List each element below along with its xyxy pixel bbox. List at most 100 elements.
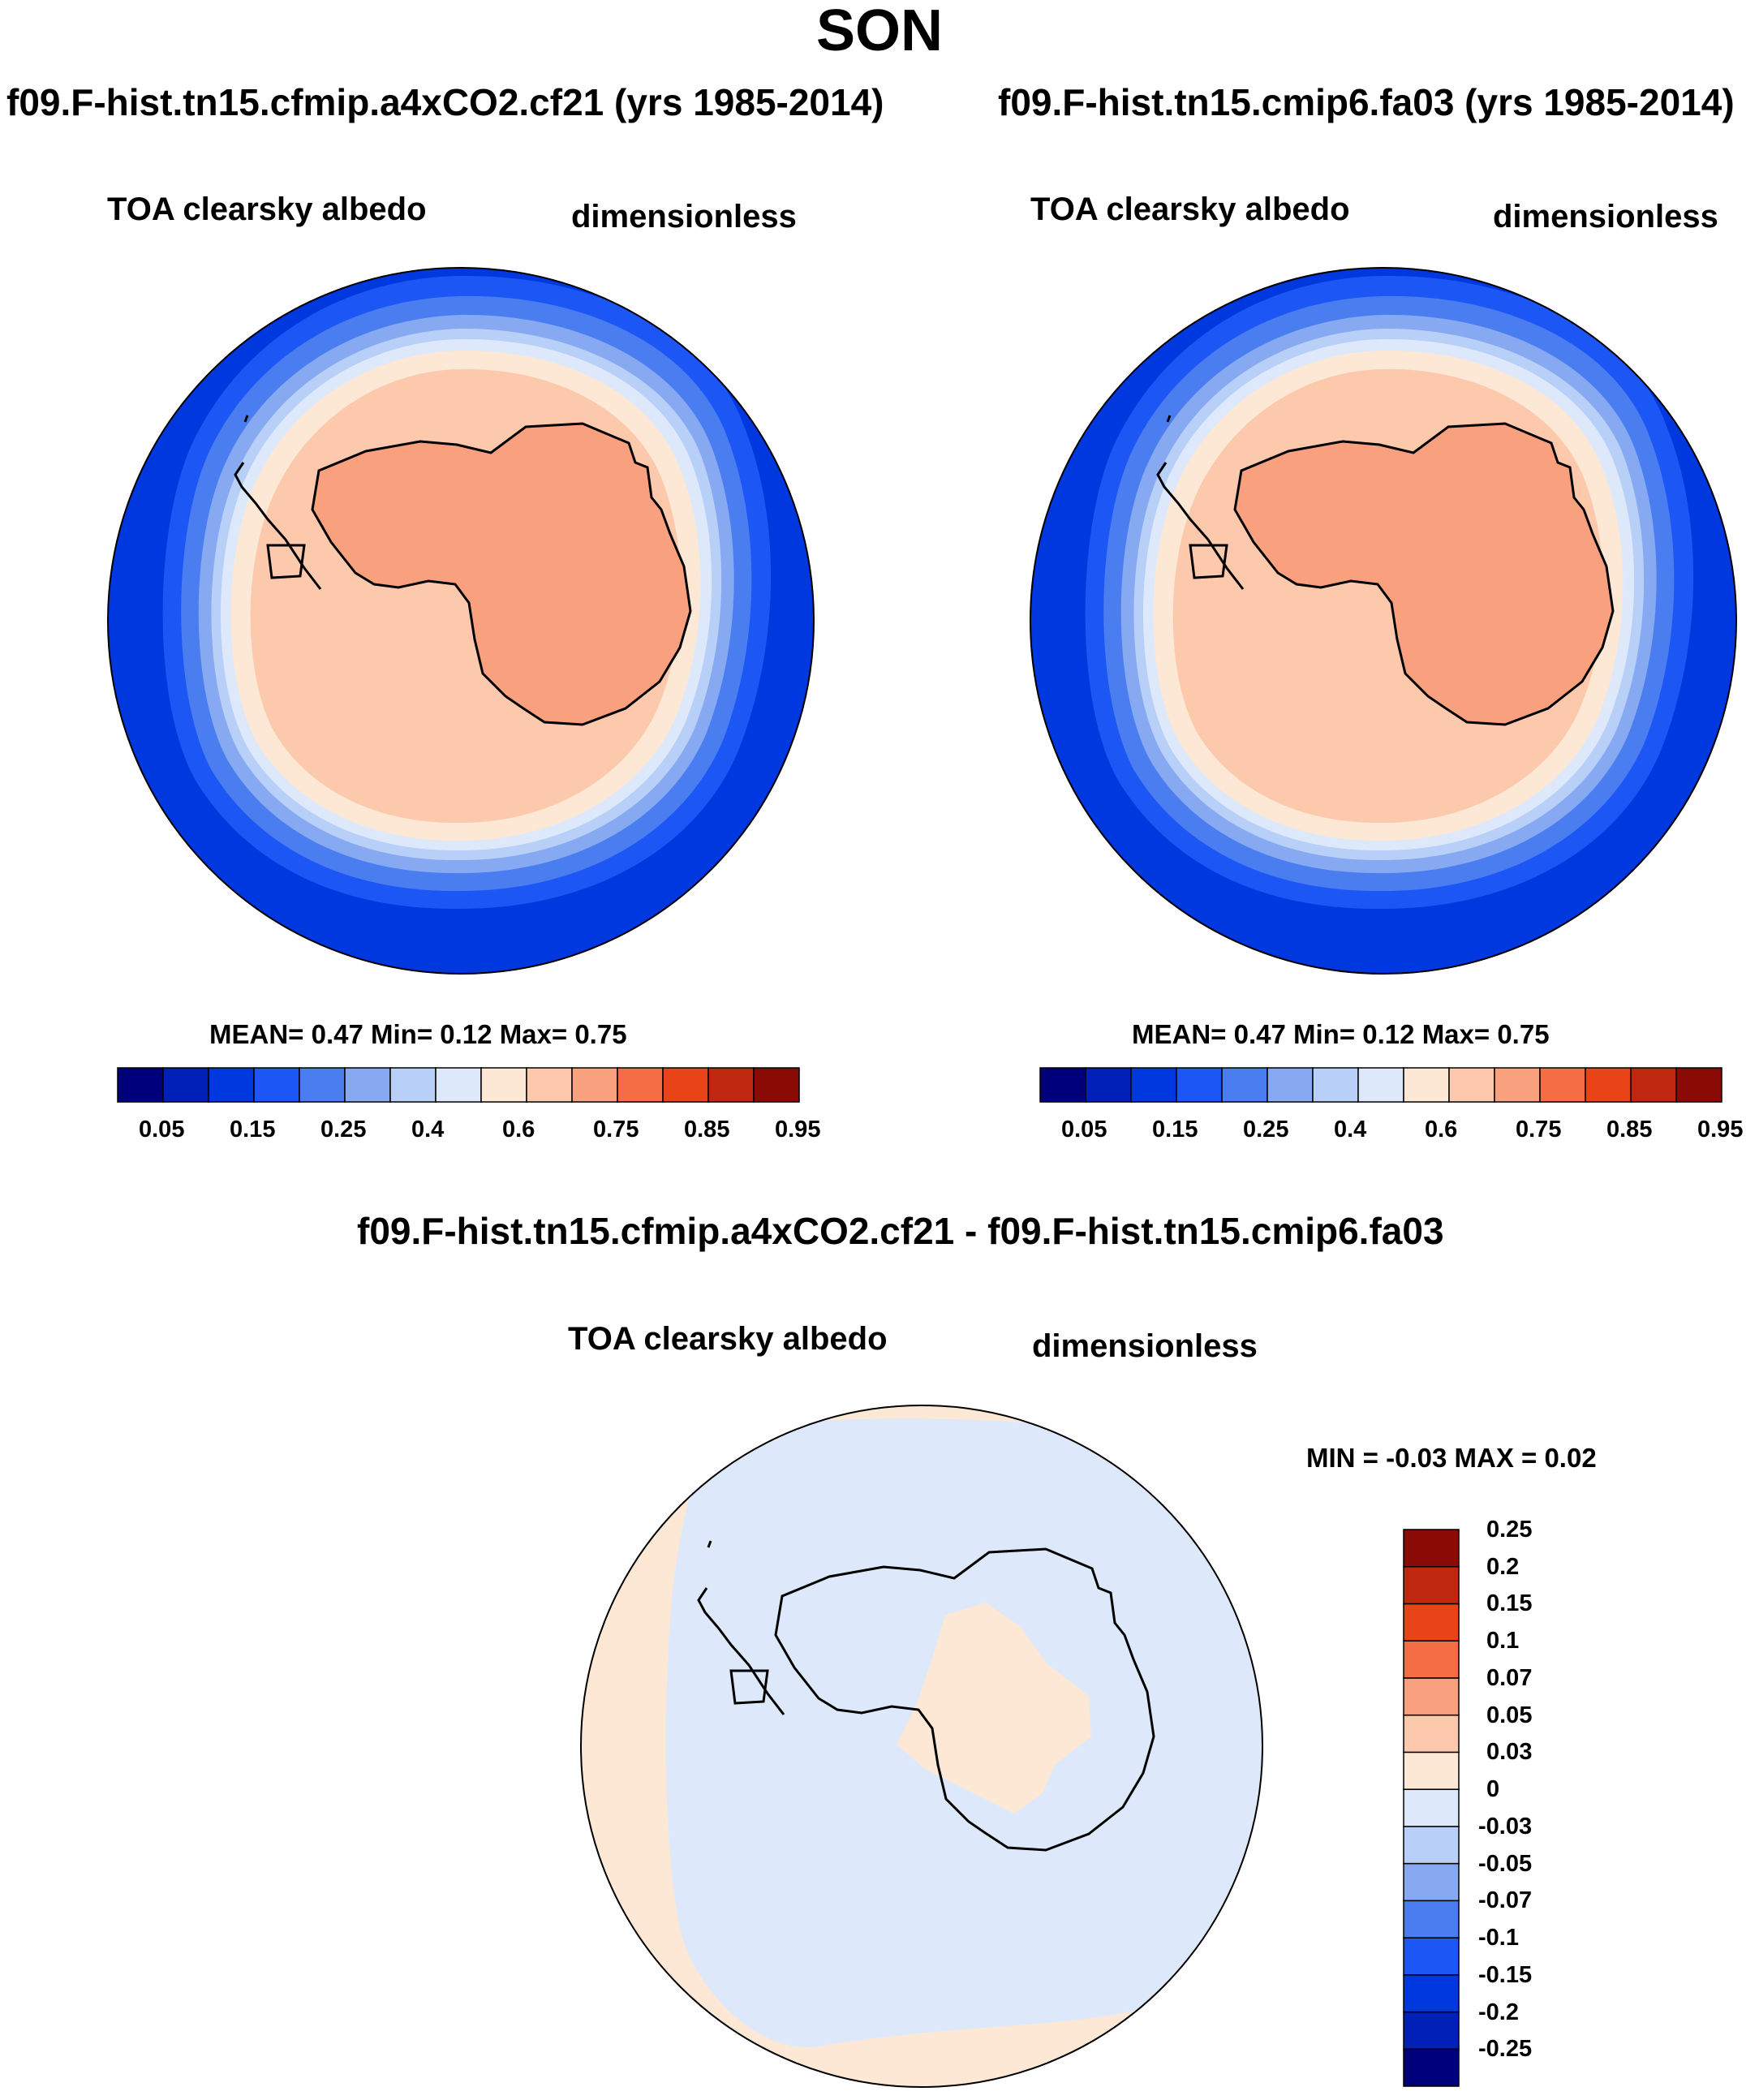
diff-colorbar-ticks: -0.25 -0.2 -0.15 -0.1 -0.07 -0.05 -0.03 0 0.03 0.… xyxy=(1478,1518,1592,2086)
panel-1-units-label: dimensionless xyxy=(571,199,797,235)
panel-2-colorbar-tick-label: 0.05 xyxy=(1061,1117,1107,1143)
diff-colorbar-box xyxy=(1403,1974,1460,2013)
panel-1-variable-label: TOA clearsky albedo xyxy=(107,191,427,227)
panel-2-max-label: Max= xyxy=(1421,1019,1490,1049)
panel-1-colorbar-box xyxy=(162,1067,209,1103)
panel-2-units-label: dimensionless xyxy=(1493,199,1718,235)
diff-colorbar-tick-label: -0.1 xyxy=(1478,1925,1519,1952)
diff-colorbar-tick-label: -0.15 xyxy=(1478,1961,1533,1988)
diff-colorbar-tick-label: -0.2 xyxy=(1478,1999,1519,2025)
panel-1-colorbar-tick-label: 0.6 xyxy=(502,1117,535,1143)
panel-1-stats: MEAN= 0.47 Min= 0.12 Max= 0.75 xyxy=(209,1021,627,1048)
panel-2-colorbar-tick-label: 0.25 xyxy=(1243,1117,1289,1143)
diff-colorbar-tick-label: 0 xyxy=(1486,1776,1500,1803)
diff-colorbar-tick-label: 0.05 xyxy=(1486,1702,1533,1728)
panel-1-min-label: Min= xyxy=(371,1019,433,1049)
panel-1-colorbar-box xyxy=(344,1067,391,1103)
diff-colorbar-tick-label: 0.1 xyxy=(1486,1628,1520,1655)
panel-2-colorbar-box xyxy=(1357,1067,1404,1103)
panel-1-colorbar-box xyxy=(208,1067,255,1103)
panel-2-colorbar-ticks: 0.05 0.15 0.25 0.4 0.6 0.75 0.85 0.95 xyxy=(1040,1117,1743,1146)
panel-1-colorbar-tick-label: 0.4 xyxy=(411,1117,445,1143)
diff-stats: MIN = -0.03 MAX = 0.02 xyxy=(1306,1444,1597,1471)
panel-2-min-label: Min= xyxy=(1293,1019,1356,1049)
panel-1-mean-value: 0.47 xyxy=(311,1019,363,1049)
panel-1-mean-label: MEAN= xyxy=(209,1019,304,1049)
diff-colorbar-tick-label: 0.07 xyxy=(1486,1664,1533,1691)
diff-colorbar-box xyxy=(1403,2011,1460,2051)
diff-max-label: MAX = xyxy=(1454,1443,1538,1473)
panel-2-colorbar-box xyxy=(1539,1067,1586,1103)
panel-1-colorbar-box xyxy=(662,1067,709,1103)
panel-2-colorbar-box xyxy=(1403,1067,1450,1103)
panel-2-colorbar-tick-label: 0.75 xyxy=(1516,1117,1562,1143)
diff-colorbar-box xyxy=(1403,1751,1460,1790)
diff-colorbar-tick-label: 0.15 xyxy=(1486,1590,1533,1617)
panel-2-colorbar-box xyxy=(1039,1067,1086,1103)
diff-colorbar-box xyxy=(1403,1862,1460,1902)
panel-1-colorbar-tick-label: 0.85 xyxy=(684,1117,730,1143)
panel-1-colorbar-tick-label: 0.25 xyxy=(320,1117,367,1143)
diff-colorbar-box xyxy=(1403,1788,1460,1827)
panel-2-min-value: 0.12 xyxy=(1362,1019,1415,1049)
diff-colorbar-box xyxy=(1403,1677,1460,1716)
diff-colorbar-box xyxy=(1403,1529,1460,1568)
panel-1-colorbar-box xyxy=(299,1067,346,1103)
panel-2-case-title: f09.F-hist.tn15.cmip6.fa03 (yrs 1985-201… xyxy=(998,81,1735,123)
panel-2-colorbar-box xyxy=(1267,1067,1314,1103)
diff-colorbar-tick-label: 0.2 xyxy=(1486,1553,1520,1580)
diff-colorbar-box xyxy=(1403,1714,1460,1754)
diff-colorbar-box xyxy=(1403,1900,1460,1939)
panel-1-colorbar xyxy=(117,1067,800,1103)
diff-colorbar-box xyxy=(1403,2048,1460,2087)
diff-colorbar xyxy=(1403,1529,1460,2087)
panel-2-variable-label: TOA clearsky albedo xyxy=(1030,191,1350,227)
diff-colorbar-box xyxy=(1403,1565,1460,1605)
diff-min-label: MIN = xyxy=(1306,1443,1378,1473)
diff-variable-label: TOA clearsky albedo xyxy=(568,1321,888,1357)
diff-colorbar-box xyxy=(1403,1640,1460,1679)
panel-2-stats: MEAN= 0.47 Min= 0.12 Max= 0.75 xyxy=(1132,1021,1550,1048)
panel-1-colorbar-tick-label: 0.05 xyxy=(139,1117,185,1143)
panel-1-colorbar-box xyxy=(526,1067,573,1103)
panel-2-colorbar-box xyxy=(1085,1067,1132,1103)
panel-1-colorbar-box xyxy=(435,1067,482,1103)
panel-2-mean-label: MEAN= xyxy=(1132,1019,1227,1049)
panel-2-max-value: 0.75 xyxy=(1497,1019,1550,1049)
diff-colorbar-tick-label: -0.03 xyxy=(1478,1813,1533,1840)
panel-2-colorbar-tick-label: 0.4 xyxy=(1334,1117,1367,1143)
diff-colorbar-box xyxy=(1403,1937,1460,1976)
diff-max-value: 0.02 xyxy=(1544,1443,1597,1473)
panel-1-case-title: f09.F-hist.tn15.cfmip.a4xCO2.cf21 (yrs 1… xyxy=(6,81,884,123)
panel-1-max-label: Max= xyxy=(499,1019,568,1049)
diff-case-title: f09.F-hist.tn15.cfmip.a4xCO2.cf21 - f09.… xyxy=(357,1210,1444,1252)
panel-2-colorbar-box xyxy=(1176,1067,1223,1103)
diff-units-label: dimensionless xyxy=(1032,1328,1258,1364)
panel-1-colorbar-box xyxy=(253,1067,300,1103)
panel-1-max-value: 0.75 xyxy=(574,1019,627,1049)
panel-2-colorbar xyxy=(1039,1067,1722,1103)
diff-min-value: -0.03 xyxy=(1386,1443,1447,1473)
panel-2-mean-value: 0.47 xyxy=(1233,1019,1286,1049)
panel-1-colorbar-tick-label: 0.95 xyxy=(775,1117,821,1143)
panel-1-colorbar-tick-label: 0.15 xyxy=(230,1117,276,1143)
panel-2-colorbar-box xyxy=(1494,1067,1541,1103)
panel-1-colorbar-box xyxy=(617,1067,664,1103)
panel-1-colorbar-box xyxy=(389,1067,437,1103)
diff-colorbar-tick-label: 0.03 xyxy=(1486,1739,1533,1766)
panel-2-colorbar-box xyxy=(1675,1067,1722,1103)
diff-colorbar-tick-label: -0.07 xyxy=(1478,1887,1533,1914)
panel-2-colorbar-tick-label: 0.95 xyxy=(1697,1117,1744,1143)
diff-colorbar-tick-label: 0.25 xyxy=(1486,1517,1533,1543)
panel-2-colorbar-tick-label: 0.6 xyxy=(1425,1117,1458,1143)
panel-1-colorbar-box xyxy=(480,1067,527,1103)
panel-2-colorbar-box xyxy=(1312,1067,1359,1103)
diff-colorbar-box xyxy=(1403,1603,1460,1642)
panel-1-colorbar-tick-label: 0.75 xyxy=(593,1117,639,1143)
diff-colorbar-tick-label: -0.25 xyxy=(1478,2036,1533,2063)
panel-2-colorbar-box xyxy=(1585,1067,1632,1103)
panel-2-colorbar-tick-label: 0.15 xyxy=(1152,1117,1198,1143)
diff-colorbar-tick-label: -0.05 xyxy=(1478,1850,1533,1877)
